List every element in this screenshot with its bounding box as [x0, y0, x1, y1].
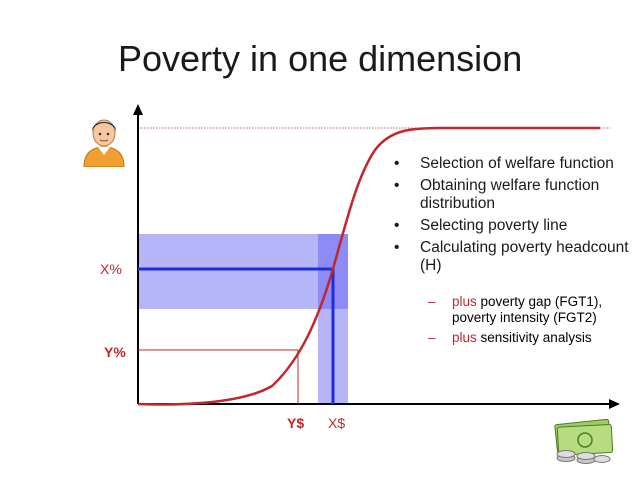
x-dollar-label: X$ [328, 415, 346, 431]
sub-bullet-text: poverty gap (FGT1), poverty intensity (F… [452, 294, 603, 325]
sub-bullet-item: – plus poverty gap (FGT1), poverty intens… [428, 294, 603, 325]
x-percent-label: X% [100, 261, 122, 277]
bullet-text: Selecting poverty line [420, 217, 568, 234]
sub-bullet-prefix: plus [452, 330, 477, 345]
money-icon [554, 418, 614, 464]
sub-bullet-list: – plus poverty gap (FGT1), poverty intens… [392, 290, 632, 346]
bullet-text: Obtaining welfare function distribution [420, 177, 600, 212]
bullet-item: • Obtaining welfare function distribution [394, 177, 600, 212]
y-axis-arrow [133, 104, 143, 115]
bullet-item: • Selection of welfare function [394, 155, 614, 172]
y-dollar-label: Y$ [287, 415, 305, 431]
bullet-item: • Calculating poverty headcount (H) [394, 239, 629, 274]
distribution-curve [137, 126, 600, 406]
sub-bullet-prefix: plus [452, 294, 477, 309]
person-icon [83, 119, 125, 167]
slide-title: Poverty in one dimension [118, 38, 523, 79]
x-percent-band [138, 234, 348, 309]
bullet-list: • Selection of welfare function • Obtainin… [392, 155, 632, 279]
y-percent-label: Y% [104, 344, 126, 360]
sub-bullet-text: sensitivity analysis [480, 330, 592, 345]
sub-bullet-item: – plus sensitivity analysis [428, 330, 592, 345]
bullet-item: • Selecting poverty line [394, 217, 568, 234]
bullet-text: Selection of welfare function [420, 155, 614, 172]
bullet-text: Calculating poverty headcount (H) [420, 239, 629, 274]
x-axis-arrow [609, 399, 620, 409]
